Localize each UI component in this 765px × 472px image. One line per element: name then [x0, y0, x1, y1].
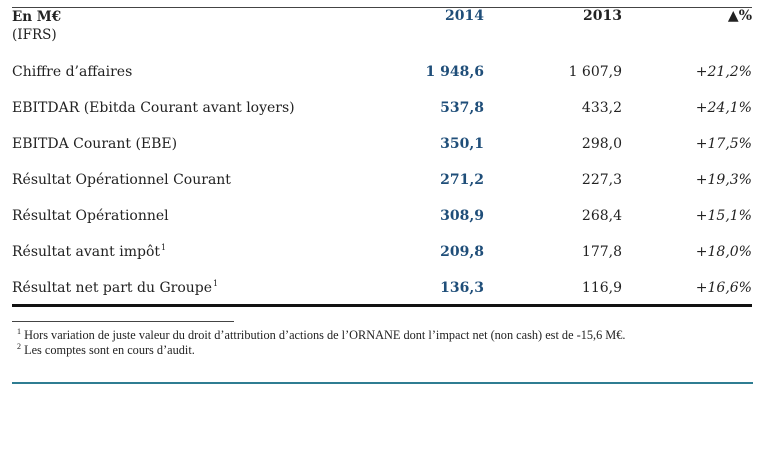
footnote-2: 2 Les comptes sont en cours d’audit.	[16, 341, 625, 358]
row-variation: +15,1%	[622, 198, 752, 234]
row-label: Résultat Opérationnel	[12, 198, 402, 234]
footnotes: 1 Hors variation de juste valeur du droi…	[16, 326, 626, 358]
row-value-2013: 268,4	[484, 198, 622, 234]
row-label: Résultat Opérationnel Courant	[12, 162, 402, 198]
footnote-ref: 1	[161, 243, 167, 253]
header-unit: En M€	[12, 9, 62, 25]
row-value-2013-text: 227,3	[581, 172, 622, 188]
row-value-2014-text: 308,9	[440, 208, 484, 224]
row-value-2013: 1 607,9	[484, 54, 622, 90]
row-variation-text: +17,5%	[695, 136, 752, 152]
header-standard: (IFRS)	[12, 27, 57, 43]
row-value-2014-text: 136,3	[440, 280, 484, 296]
header-2013: 2013	[583, 8, 622, 24]
row-value-2014-text: 1 948,6	[425, 64, 484, 80]
row-variation: +17,5%	[622, 126, 752, 162]
section-divider	[12, 382, 753, 384]
row-label: EBITDA Courant (EBE)	[12, 126, 402, 162]
row-value-2013: 177,8	[484, 234, 622, 270]
row-variation-text: +18,0%	[695, 244, 752, 260]
table-row: Résultat net part du Groupe1 136,3 116,9 +1…	[12, 270, 752, 306]
table-row: Résultat avant impôt1 209,8 177,8 +18,0%	[12, 234, 752, 270]
row-value-2014-text: 537,8	[440, 100, 484, 116]
footnote-separator	[12, 321, 234, 322]
row-value-2013-text: 268,4	[581, 208, 622, 224]
row-value-2013: 298,0	[484, 126, 622, 162]
row-value-2013: 116,9	[484, 270, 622, 306]
row-value-2014: 1 948,6	[402, 54, 484, 90]
row-label-text: Résultat Opérationnel	[12, 208, 169, 224]
row-variation-text: +24,1%	[695, 100, 752, 116]
row-label: Chiffre d’affaires	[12, 54, 402, 90]
financial-table: En M€ (IFRS) 2014 2013 ▲% Chiffre d’affa…	[12, 8, 752, 306]
row-label-text: Résultat net part du Groupe	[12, 280, 213, 296]
row-variation: +21,2%	[622, 54, 752, 90]
row-value-2014: 350,1	[402, 126, 484, 162]
row-value-2014-text: 350,1	[440, 136, 484, 152]
row-variation: +18,0%	[622, 234, 752, 270]
row-value-2013-text: 433,2	[581, 100, 622, 116]
footnote-ref: 1	[213, 279, 219, 289]
row-variation-text: +19,3%	[695, 172, 752, 188]
table-top-rule	[12, 7, 752, 8]
row-label-text: EBITDA Courant (EBE)	[12, 136, 178, 152]
row-value-2013: 227,3	[484, 162, 622, 198]
row-value-2014: 537,8	[402, 90, 484, 126]
row-value-2014-text: 271,2	[440, 172, 484, 188]
table-bottom-rule	[12, 304, 752, 307]
table-row: Résultat Opérationnel Courant 271,2 227,3 +…	[12, 162, 752, 198]
table-header-row: En M€ (IFRS) 2014 2013 ▲%	[12, 8, 752, 54]
table-row: EBITDA Courant (EBE) 350,1 298,0 +17,5%	[12, 126, 752, 162]
row-variation: +19,3%	[622, 162, 752, 198]
row-variation: +24,1%	[622, 90, 752, 126]
header-unit-label: En M€ (IFRS)	[12, 8, 402, 54]
row-value-2013-text: 116,9	[581, 280, 622, 296]
table-body: Chiffre d’affaires 1 948,6 1 607,9 +21,2% EB…	[12, 54, 752, 306]
row-label-text: EBITDAR (Ebitda Courant avant loyers)	[12, 100, 295, 116]
row-label-text: Résultat Opérationnel Courant	[12, 172, 231, 188]
row-value-2014: 308,9	[402, 198, 484, 234]
row-variation-text: +16,6%	[695, 280, 752, 296]
row-value-2014-text: 209,8	[440, 244, 484, 260]
row-variation-text: +21,2%	[695, 64, 752, 80]
row-variation: +16,6%	[622, 270, 752, 306]
row-variation-text: +15,1%	[695, 208, 752, 224]
row-label: Résultat avant impôt1	[12, 234, 402, 270]
footnote-2-text: Les comptes sont en cours d’audit.	[21, 343, 195, 357]
row-label-text: Résultat avant impôt	[12, 244, 161, 260]
footnote-2-number: 2	[17, 341, 21, 351]
row-value-2013-text: 177,8	[581, 244, 622, 260]
table-row: Chiffre d’affaires 1 948,6 1 607,9 +21,2%	[12, 54, 752, 90]
row-value-2013-text: 298,0	[581, 136, 622, 152]
row-label-text: Chiffre d’affaires	[12, 64, 133, 80]
footnote-1-number: 1	[17, 326, 21, 336]
table-row: EBITDAR (Ebitda Courant avant loyers) 537…	[12, 90, 752, 126]
row-value-2013-text: 1 607,9	[568, 64, 622, 80]
row-value-2014: 136,3	[402, 270, 484, 306]
row-label: Résultat net part du Groupe1	[12, 270, 402, 306]
footnote-1-text: Hors variation de juste valeur du droit …	[21, 328, 626, 342]
header-2014: 2014	[445, 8, 484, 24]
header-variation: ▲%	[727, 8, 752, 24]
table-row: Résultat Opérationnel 308,9 268,4 +15,1%	[12, 198, 752, 234]
footnote-1: 1 Hors variation de juste valeur du droi…	[16, 326, 626, 343]
row-value-2013: 433,2	[484, 90, 622, 126]
row-value-2014: 271,2	[402, 162, 484, 198]
row-value-2014: 209,8	[402, 234, 484, 270]
row-label: EBITDAR (Ebitda Courant avant loyers)	[12, 90, 402, 126]
